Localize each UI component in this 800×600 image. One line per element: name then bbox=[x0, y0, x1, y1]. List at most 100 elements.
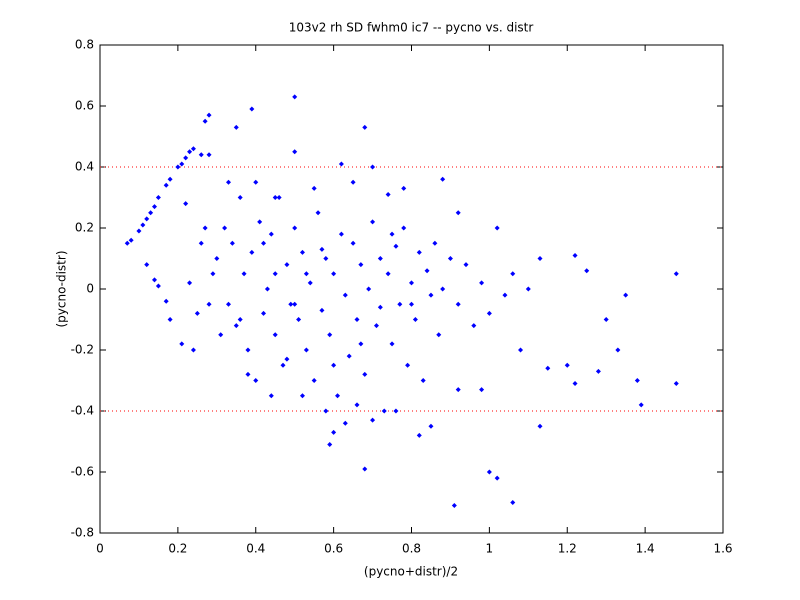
point bbox=[455, 210, 461, 216]
y-tick-label: -0.2 bbox=[71, 343, 94, 357]
point bbox=[249, 106, 255, 112]
point bbox=[615, 347, 621, 353]
point bbox=[673, 381, 679, 387]
point bbox=[350, 179, 356, 185]
point bbox=[202, 225, 208, 231]
point bbox=[370, 219, 376, 225]
point bbox=[299, 249, 305, 255]
point bbox=[175, 164, 181, 170]
point bbox=[237, 317, 243, 322]
point bbox=[198, 152, 204, 158]
point bbox=[288, 301, 294, 307]
point bbox=[323, 408, 329, 414]
point bbox=[494, 225, 500, 231]
point bbox=[440, 286, 446, 292]
point bbox=[455, 387, 461, 393]
point bbox=[377, 256, 383, 261]
point bbox=[366, 286, 372, 292]
point bbox=[673, 271, 679, 277]
point bbox=[280, 362, 286, 368]
x-tick-label: 1 bbox=[486, 542, 494, 556]
point bbox=[190, 347, 196, 353]
point bbox=[206, 152, 212, 158]
point bbox=[327, 442, 333, 448]
point bbox=[393, 408, 399, 414]
point bbox=[253, 179, 259, 185]
point bbox=[148, 210, 154, 216]
point bbox=[284, 356, 290, 362]
point bbox=[155, 195, 161, 200]
point bbox=[595, 368, 601, 374]
x-tick-label: 0.6 bbox=[324, 542, 343, 556]
y-tick-label: 0 bbox=[86, 282, 94, 296]
point bbox=[272, 195, 278, 200]
point bbox=[284, 262, 290, 268]
point bbox=[494, 475, 500, 481]
point bbox=[416, 249, 422, 255]
point bbox=[144, 262, 150, 268]
x-axis-label: (pycno+distr)/2 bbox=[364, 565, 458, 579]
point bbox=[292, 149, 298, 155]
y-tick-label: 0.8 bbox=[75, 38, 94, 52]
y-tick-label: 0.2 bbox=[75, 221, 94, 235]
point bbox=[420, 378, 426, 383]
point bbox=[350, 240, 356, 246]
point bbox=[432, 240, 438, 246]
point bbox=[163, 298, 169, 304]
point bbox=[486, 310, 492, 316]
point bbox=[233, 323, 239, 329]
point bbox=[424, 268, 430, 274]
x-tick-label: 0 bbox=[96, 542, 104, 556]
point bbox=[370, 164, 376, 170]
y-tick-label: -0.6 bbox=[71, 465, 94, 479]
point bbox=[436, 332, 442, 338]
point bbox=[198, 240, 204, 246]
x-tick-label: 1.6 bbox=[713, 542, 732, 556]
point bbox=[311, 378, 317, 383]
point bbox=[272, 332, 278, 338]
point bbox=[471, 323, 477, 329]
point bbox=[167, 317, 173, 322]
point bbox=[416, 432, 422, 438]
point bbox=[155, 283, 161, 289]
point bbox=[455, 301, 461, 307]
point bbox=[603, 317, 609, 322]
point bbox=[584, 268, 590, 274]
point bbox=[401, 225, 407, 231]
point bbox=[338, 231, 344, 237]
point bbox=[362, 124, 368, 130]
point bbox=[564, 362, 570, 368]
point bbox=[401, 185, 407, 191]
point bbox=[144, 216, 150, 222]
chart-title: 103v2 rh SD fwhm0 ic7 -- pycno vs. distr bbox=[289, 21, 534, 35]
point bbox=[572, 381, 578, 387]
x-tick-label: 1.4 bbox=[636, 542, 655, 556]
point bbox=[218, 332, 224, 338]
point bbox=[237, 195, 243, 200]
point bbox=[362, 466, 368, 472]
point bbox=[463, 262, 469, 268]
point bbox=[381, 408, 387, 414]
point bbox=[342, 292, 348, 298]
point bbox=[229, 240, 235, 246]
point bbox=[261, 240, 267, 246]
point bbox=[268, 231, 274, 237]
point bbox=[358, 262, 364, 268]
point bbox=[346, 353, 352, 359]
point bbox=[385, 271, 391, 277]
point bbox=[342, 420, 348, 426]
point bbox=[486, 469, 492, 475]
point bbox=[210, 271, 216, 277]
point bbox=[136, 228, 142, 234]
point bbox=[385, 191, 391, 197]
point bbox=[537, 256, 543, 261]
point bbox=[183, 201, 189, 207]
point bbox=[447, 256, 453, 261]
point bbox=[335, 393, 341, 399]
point bbox=[167, 176, 173, 182]
point bbox=[451, 503, 457, 509]
point bbox=[163, 182, 169, 188]
point bbox=[479, 280, 485, 286]
